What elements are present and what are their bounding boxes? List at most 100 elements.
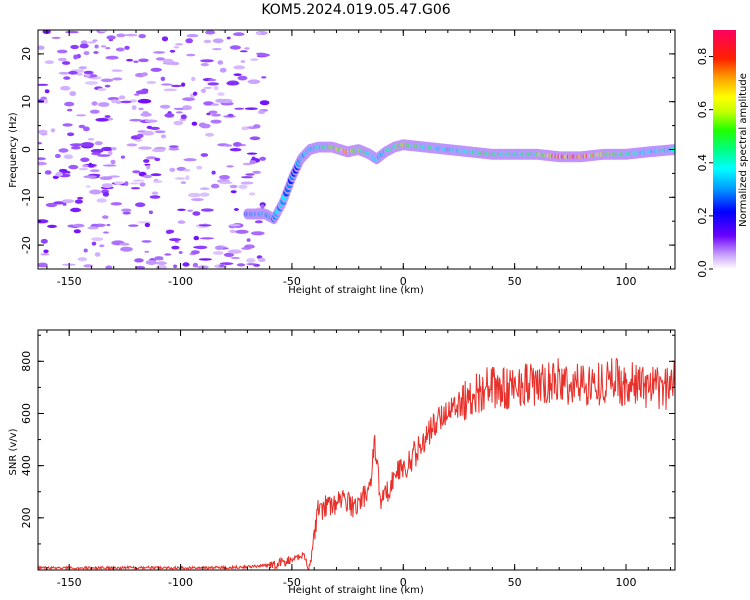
noise-speck — [57, 57, 67, 62]
noise-speck — [162, 58, 174, 64]
noise-speck — [250, 58, 259, 61]
noise-speck — [102, 191, 110, 197]
noise-speck — [78, 66, 88, 70]
noise-speck — [164, 113, 175, 118]
noise-speck — [149, 126, 160, 130]
noise-speck — [186, 53, 196, 57]
noise-speck — [124, 181, 129, 187]
colorbar-ticks: 0.0 0.2 0.4 0.6 0.8 — [696, 48, 713, 278]
x-tick-label: 0 — [400, 576, 407, 589]
noise-speck — [240, 181, 254, 185]
figure-title: KOM5.2024.019.05.47.G06 — [261, 2, 450, 18]
noise-speck — [104, 84, 111, 88]
noise-speck — [232, 142, 242, 147]
noise-speck — [38, 45, 45, 50]
noise-speck — [212, 48, 222, 51]
noise-speck — [258, 110, 265, 114]
noise-speck — [120, 100, 132, 104]
noise-speck — [149, 195, 161, 199]
noise-speck — [193, 235, 200, 241]
noise-speck — [152, 180, 163, 184]
noise-speck — [129, 118, 143, 122]
noise-speck — [191, 76, 196, 82]
noise-speck — [70, 44, 79, 50]
noise-speck — [122, 211, 131, 215]
noise-speck — [129, 182, 140, 185]
noise-speck — [159, 104, 171, 109]
noise-speck — [156, 261, 167, 266]
noise-speck — [38, 161, 47, 166]
noise-speck — [178, 251, 183, 254]
noise-speck — [212, 38, 224, 44]
noise-speck — [70, 207, 82, 213]
noise-speck — [200, 88, 207, 94]
noise-speck — [186, 34, 199, 38]
noise-speck — [166, 229, 175, 234]
noise-speck — [245, 173, 255, 176]
noise-speck — [89, 189, 102, 195]
noise-speck — [241, 127, 250, 130]
noise-speck — [182, 97, 196, 102]
noise-speck — [94, 44, 99, 49]
noise-speck — [141, 240, 152, 243]
noise-speck — [187, 209, 194, 212]
noise-speck — [237, 75, 248, 81]
noise-speck — [132, 170, 141, 174]
noise-speck — [44, 60, 55, 65]
noise-speck — [138, 34, 146, 39]
noise-speck — [253, 124, 261, 129]
noise-speck — [142, 111, 149, 114]
noise-speck — [63, 76, 71, 80]
noise-speck — [58, 168, 68, 173]
noise-speck — [62, 123, 73, 127]
noise-speck — [68, 70, 78, 75]
noise-speck — [203, 39, 212, 44]
noise-speck — [173, 120, 184, 126]
noise-speck — [173, 46, 180, 49]
noise-speck — [91, 101, 98, 106]
noise-speck — [170, 61, 180, 66]
snr-plot-area — [38, 357, 675, 570]
noise-speck — [169, 167, 176, 172]
noise-speck — [55, 171, 63, 177]
noise-speck — [259, 156, 267, 161]
noise-speck — [44, 170, 52, 175]
noise-speck — [233, 32, 245, 37]
noise-speck — [217, 60, 224, 65]
noise-speck — [200, 59, 214, 63]
noise-speck — [175, 111, 183, 114]
noise-speck — [104, 115, 111, 118]
x-tick-label: 100 — [616, 576, 637, 589]
noise-speck — [43, 99, 49, 104]
noise-speck — [183, 169, 191, 172]
colorbar-tick-label: 0.0 — [696, 260, 709, 278]
noise-speck — [200, 237, 214, 240]
noise-speck — [196, 165, 203, 170]
noise-speck — [229, 224, 241, 227]
noise-speck — [223, 144, 233, 147]
snr-line — [38, 357, 675, 570]
noise-speck — [144, 250, 150, 253]
colorbar-gradient — [713, 30, 736, 269]
noise-speck — [203, 101, 214, 106]
noise-speck — [134, 93, 140, 96]
noise-speck — [235, 229, 249, 234]
noise-speck — [54, 153, 61, 159]
noise-speck — [247, 79, 261, 84]
noise-speck — [200, 123, 211, 129]
noise-speck — [144, 119, 158, 123]
noise-speck — [148, 210, 153, 215]
noise-speck — [136, 133, 144, 138]
noise-speck — [210, 119, 222, 124]
x-tick-label: -100 — [168, 275, 193, 288]
noise-speck — [131, 105, 137, 110]
noise-speck — [102, 164, 117, 167]
noise-speck — [252, 170, 261, 174]
noise-speck — [77, 196, 84, 200]
noise-speck — [254, 220, 263, 224]
noise-speck — [91, 152, 101, 156]
noise-speck — [192, 91, 198, 96]
noise-speck — [100, 45, 107, 48]
noise-speck — [259, 100, 270, 106]
noise-speck — [163, 88, 178, 92]
